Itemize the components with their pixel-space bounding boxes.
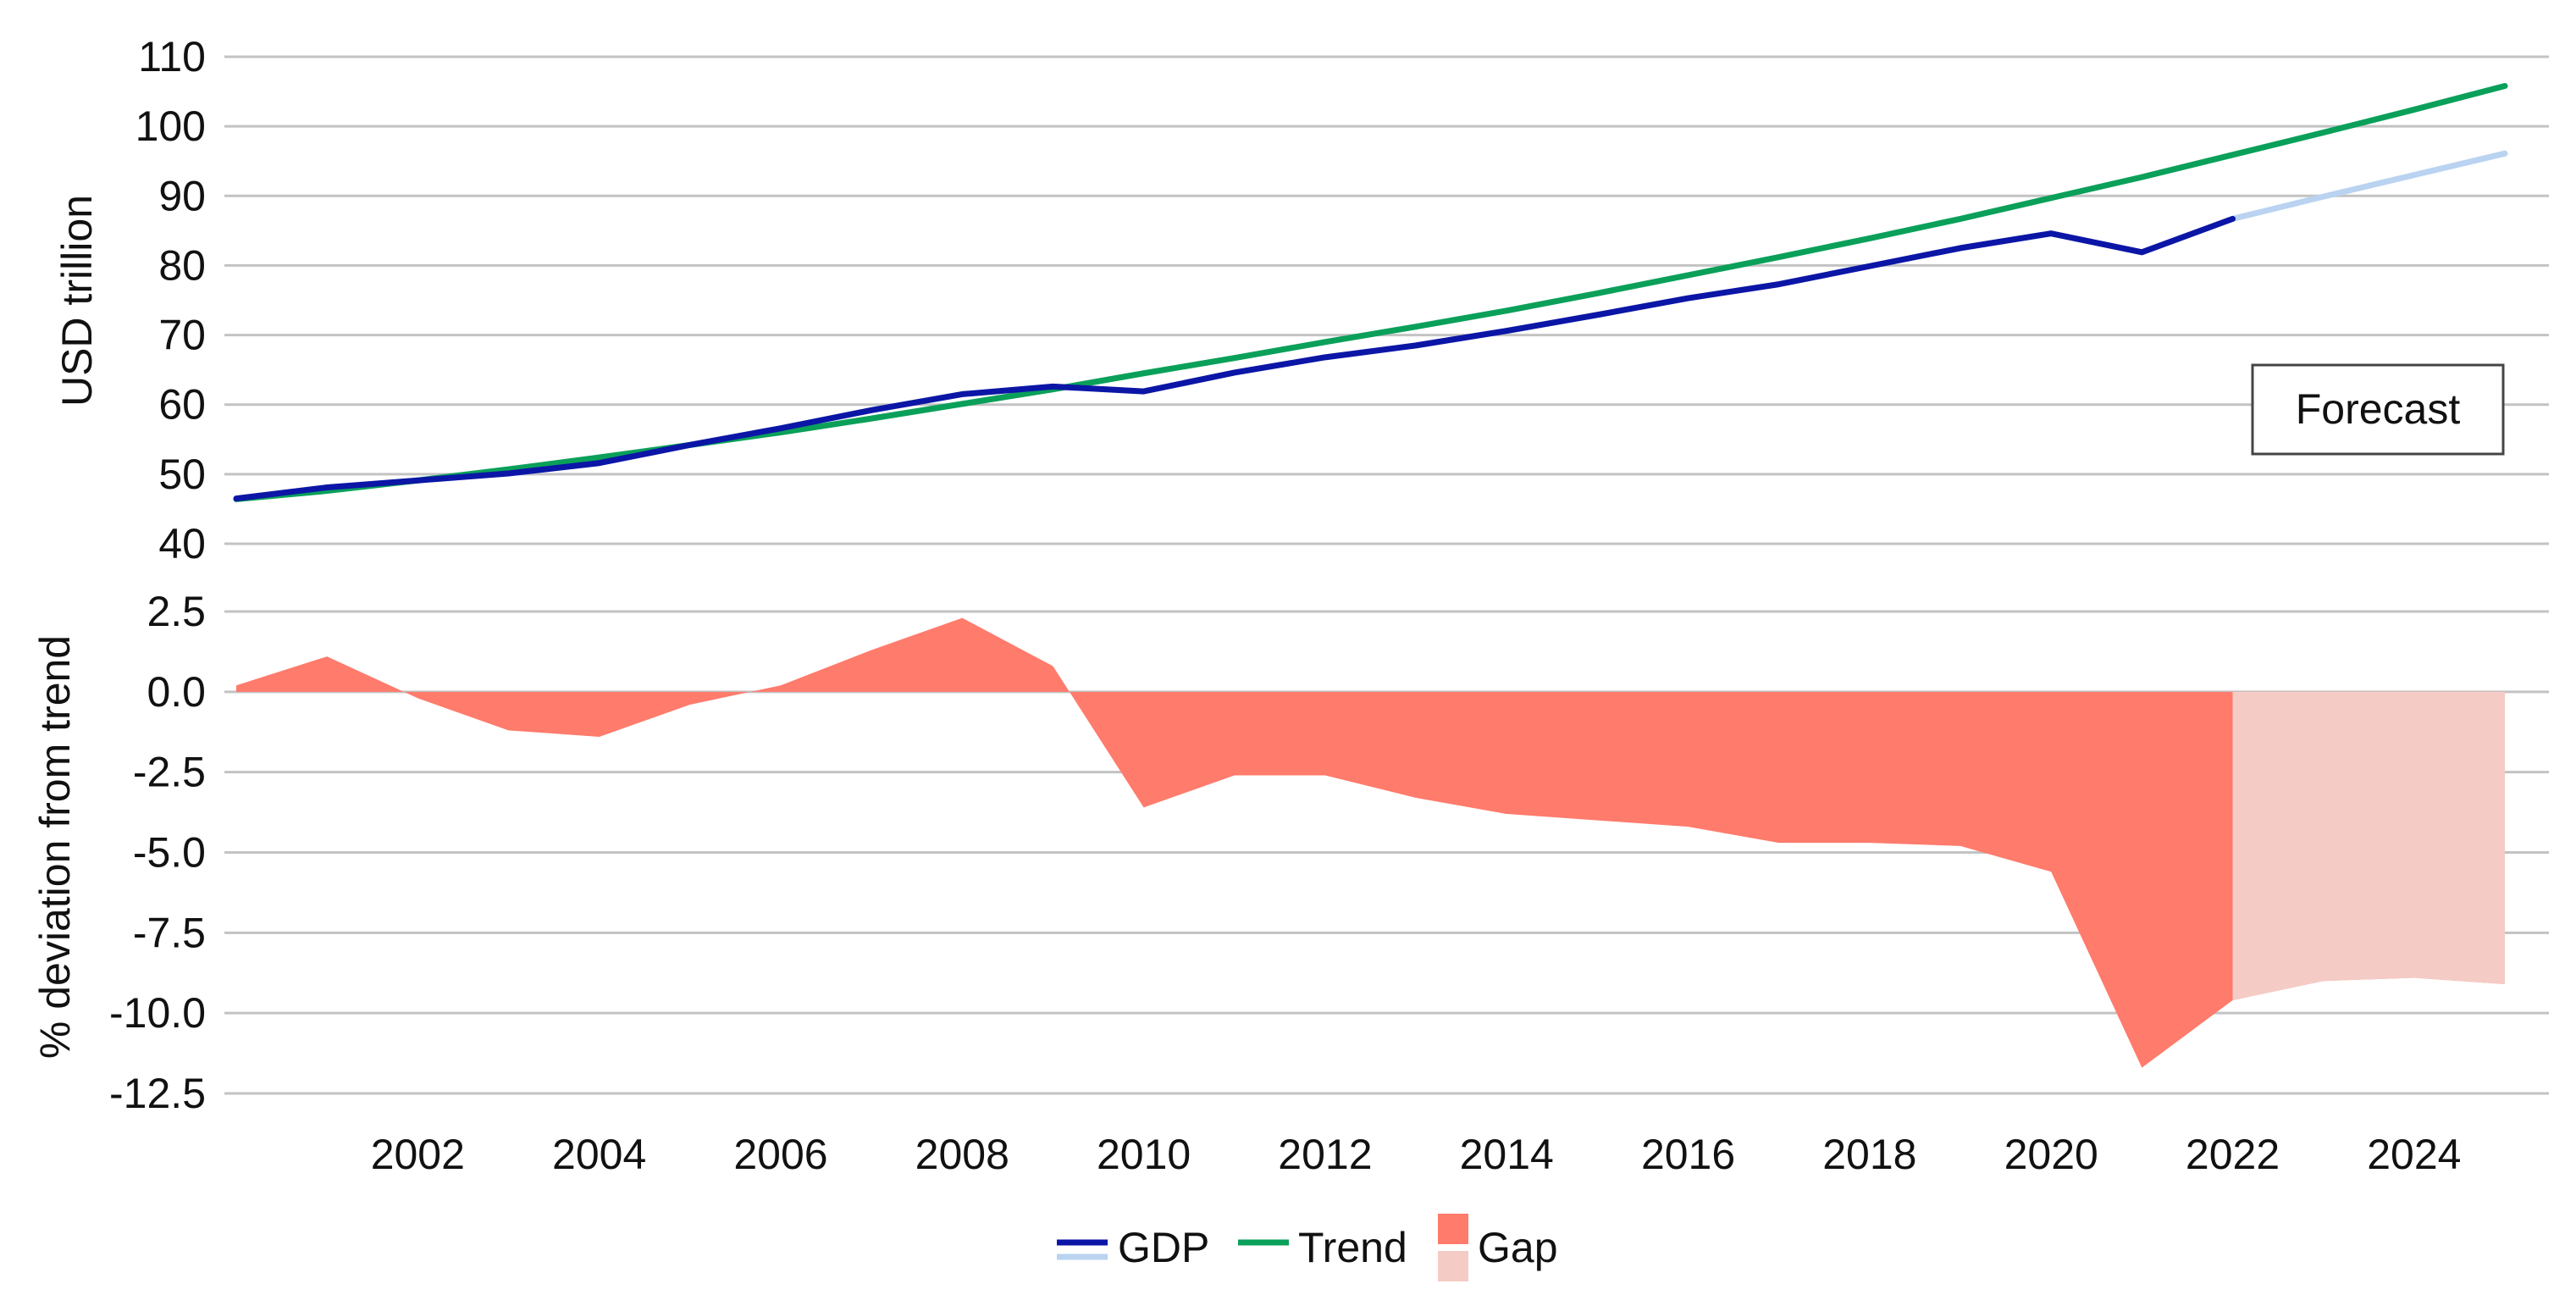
- top-y-tick-label: 100: [135, 102, 206, 150]
- x-tick-label: 2018: [1822, 1131, 1916, 1178]
- top-panel-gridlines: [224, 55, 2549, 545]
- legend: GDP Trend Gap: [1057, 1214, 1558, 1281]
- legend-gap-forecast-swatch: [1438, 1251, 1468, 1281]
- x-tick-label: 2016: [1641, 1131, 1735, 1178]
- bottom-y-tick-label: -12.5: [109, 1070, 206, 1117]
- bottom-y-tick-label: -7.5: [133, 909, 206, 956]
- top-y-tick-label: 50: [158, 451, 206, 498]
- forecast-annotation-text: Forecast: [2296, 385, 2461, 433]
- x-tick-label: 2024: [2367, 1131, 2461, 1178]
- bottom-y-tick-label: 2.5: [146, 588, 206, 635]
- legend-gdp-label: GDP: [1118, 1224, 1209, 1271]
- forecast-annotation-box: [2251, 363, 2505, 456]
- x-tick-labels: 2002 2004 2006 2008 2010 2012 2014 2016 2018 2020…: [371, 1131, 2462, 1178]
- gdp-forecast-line: [2230, 150, 2508, 222]
- x-tick-label: 2014: [1460, 1131, 1554, 1178]
- bottom-y-tick-label: -10.0: [109, 989, 206, 1037]
- legend-gap-swatch: [1438, 1214, 1468, 1244]
- x-tick-label: 2004: [552, 1131, 646, 1178]
- x-tick-label: 2012: [1278, 1131, 1372, 1178]
- line-series: [233, 83, 2508, 502]
- bottom-y-tick-label: 0.0: [146, 668, 206, 716]
- bottom-y-tick-label: -5.0: [133, 829, 206, 877]
- bottom-y-axis-label: % deviation from trend: [31, 635, 79, 1059]
- top-y-tick-label: 40: [158, 520, 206, 567]
- legend-gap-label: Gap: [1478, 1224, 1558, 1271]
- top-y-tick-labels: 40 50 60 70 80 90 100 110: [135, 33, 206, 567]
- top-y-tick-label: 90: [158, 172, 206, 219]
- top-y-tick-label: 80: [158, 241, 206, 289]
- bottom-y-tick-label: -2.5: [133, 749, 206, 796]
- x-tick-label: 2022: [2186, 1131, 2280, 1178]
- gap-forecast-area: [2232, 691, 2505, 1000]
- top-y-tick-label: 70: [158, 312, 206, 359]
- x-tick-label: 2020: [2004, 1131, 2098, 1178]
- top-y-tick-label: 60: [158, 381, 206, 429]
- forecast-annotation: Forecast: [2251, 363, 2505, 456]
- gap-area-series: [236, 617, 2505, 1068]
- legend-trend-label: Trend: [1298, 1224, 1407, 1271]
- x-tick-label: 2010: [1097, 1131, 1191, 1178]
- top-y-axis-label: USD trillion: [53, 195, 101, 407]
- top-y-tick-label: 110: [138, 33, 206, 80]
- gap-area: [236, 617, 2505, 1068]
- x-tick-label: 2006: [733, 1131, 827, 1178]
- trend-line: [233, 83, 2508, 502]
- gdp-line: [233, 215, 2236, 502]
- x-tick-label: 2008: [915, 1131, 1009, 1178]
- x-tick-label: 2002: [371, 1131, 465, 1178]
- bottom-y-tick-labels: 2.5 0.0 -2.5 -5.0 -7.5 -10.0 -12.5: [109, 588, 206, 1117]
